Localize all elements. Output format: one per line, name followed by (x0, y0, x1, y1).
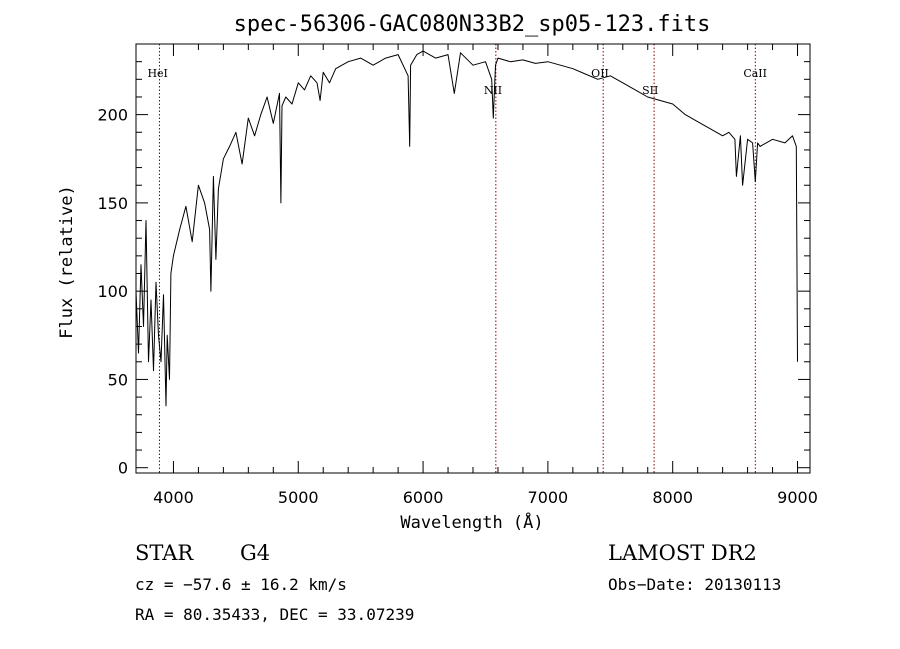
marker-label-nii: NII (484, 84, 502, 97)
chart-title: spec-56306-GAC080N33B2_sp05-123.fits (234, 12, 711, 37)
plot-frame (135, 43, 811, 474)
x-tick-label: 4000 (153, 488, 194, 507)
x-tick-label: 9000 (777, 488, 818, 507)
x-tick-label: 8000 (652, 488, 693, 507)
y-tick-label: 150 (97, 194, 128, 213)
marker-label-hei: HeI (147, 67, 167, 80)
y-tick-label: 0 (118, 459, 128, 478)
x-tick-label: 5000 (278, 488, 319, 507)
marker-label-oii: OII (591, 67, 609, 80)
object-subclass: G4 (240, 541, 270, 565)
marker-label-caii: CaII (743, 67, 767, 80)
x-axis-label: Wavelength (Å) (400, 511, 543, 533)
y-tick-label: 50 (108, 370, 128, 389)
object-class: STAR (135, 541, 194, 565)
x-tick-labels: 4000 5000 6000 7000 8000 9000 (153, 488, 818, 507)
y-tick-labels: 0 50 100 150 200 (97, 106, 128, 478)
spectrum-line (135, 50, 798, 407)
x-tick-label: 7000 (528, 488, 569, 507)
coordinates: RA = 80.35433, DEC = 33.07239 (135, 605, 414, 624)
y-axis-label: Flux (relative) (57, 185, 77, 339)
observation-date: Obs−Date: 20130113 (608, 575, 781, 594)
marker-label-sii: SII (642, 84, 658, 97)
y-tick-label: 100 (97, 282, 128, 301)
line-markers (158, 44, 756, 473)
line-marker-labels: HeI NII OII SII CaII (147, 67, 767, 97)
x-tick-label: 6000 (403, 488, 444, 507)
redshift-velocity: cz = −57.6 ± 16.2 km/s (135, 575, 347, 594)
survey-name: LAMOST DR2 (608, 541, 757, 565)
y-tick-label: 200 (97, 106, 128, 125)
axis-ticks (136, 44, 810, 473)
